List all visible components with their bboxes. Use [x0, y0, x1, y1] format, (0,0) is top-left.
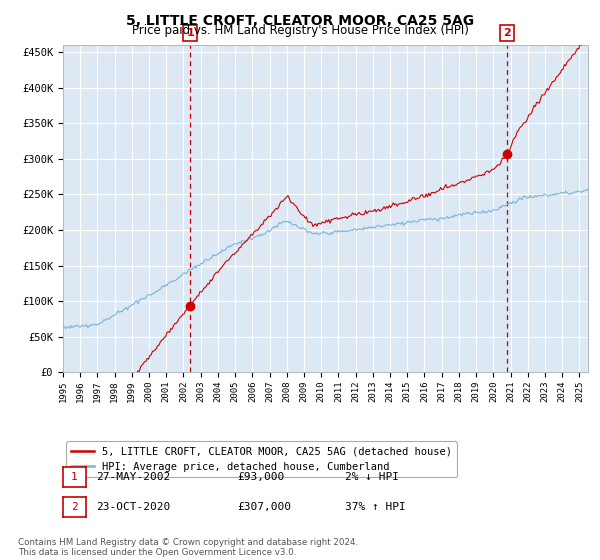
Text: £307,000: £307,000: [237, 502, 291, 512]
Text: 23-OCT-2020: 23-OCT-2020: [96, 502, 170, 512]
Text: 2: 2: [71, 502, 78, 512]
Text: £93,000: £93,000: [237, 472, 284, 482]
Text: Price paid vs. HM Land Registry's House Price Index (HPI): Price paid vs. HM Land Registry's House …: [131, 24, 469, 37]
Text: 2% ↓ HPI: 2% ↓ HPI: [345, 472, 399, 482]
Text: 5, LITTLE CROFT, CLEATOR MOOR, CA25 5AG: 5, LITTLE CROFT, CLEATOR MOOR, CA25 5AG: [126, 14, 474, 28]
Text: 2: 2: [503, 29, 511, 38]
Text: 1: 1: [187, 29, 194, 38]
Text: 1: 1: [71, 472, 78, 482]
Legend: 5, LITTLE CROFT, CLEATOR MOOR, CA25 5AG (detached house), HPI: Average price, de: 5, LITTLE CROFT, CLEATOR MOOR, CA25 5AG …: [65, 441, 457, 477]
Text: Contains HM Land Registry data © Crown copyright and database right 2024.
This d: Contains HM Land Registry data © Crown c…: [18, 538, 358, 557]
Text: 27-MAY-2002: 27-MAY-2002: [96, 472, 170, 482]
Text: 37% ↑ HPI: 37% ↑ HPI: [345, 502, 406, 512]
